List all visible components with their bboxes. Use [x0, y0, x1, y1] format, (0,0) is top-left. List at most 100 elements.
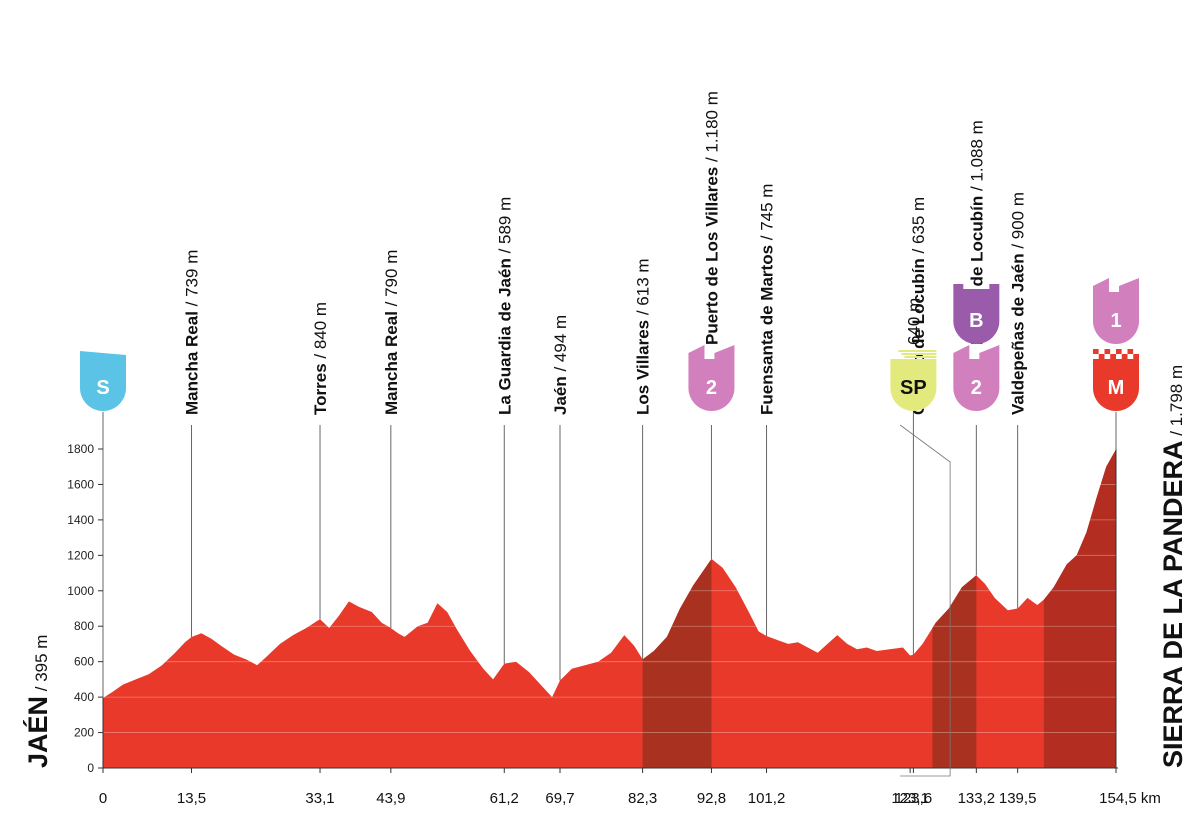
- x-tick-label: 139,5: [999, 790, 1037, 807]
- profile-area: [103, 449, 1116, 768]
- icon-label: B: [969, 310, 983, 332]
- start-icon: S: [80, 351, 126, 411]
- checker-icon: [1098, 349, 1105, 354]
- stripe-icon: [904, 356, 937, 358]
- waypoint-altitude: / 1.180 m: [702, 91, 721, 167]
- checker-icon: [1127, 354, 1134, 359]
- waypoint-lines: [102, 412, 1117, 777]
- icon-label: M: [1108, 377, 1125, 399]
- icon-shield: [688, 359, 735, 412]
- y-axis-ticks: 0 200 400 600 800 1000 1200 1400 1600 1800: [67, 442, 103, 775]
- waypoint-label: Mancha Real / 790 m: [382, 250, 401, 415]
- climb-section: [932, 575, 977, 768]
- cat2-icon: 2: [953, 345, 1000, 412]
- checker-icon: [1098, 354, 1105, 359]
- waypoint-altitude: / 589 m: [495, 197, 514, 258]
- waypoint-label: Los Villares / 613 m: [634, 258, 653, 415]
- checker-icon: [1121, 349, 1128, 354]
- waypoint-name: Mancha Real: [183, 311, 202, 415]
- sprint-icon: SP: [890, 350, 937, 412]
- checker-icon: [1093, 354, 1099, 359]
- finish-town-altitude: / 1.798 m: [1167, 365, 1186, 441]
- waypoint-name: Valdepeñas de Jaén: [1009, 253, 1028, 415]
- castle-icon: [953, 284, 1000, 292]
- y-tick-label: 800: [74, 619, 94, 633]
- icon-shield: [1093, 292, 1139, 344]
- icon-label: 2: [971, 377, 982, 399]
- waypoint-label: Torres / 840 m: [311, 302, 330, 415]
- checker-icon: [1093, 349, 1099, 354]
- waypoint-name: Puerto de Los Villares: [702, 167, 721, 345]
- climb-section: [642, 558, 712, 768]
- x-tick-label: 123,1: [891, 790, 929, 807]
- x-tick-label: 133,2: [958, 790, 996, 807]
- waypoint-altitude: / 1.088 m: [967, 120, 986, 196]
- checker-icon: [1116, 354, 1122, 359]
- stripe-icon: [901, 353, 937, 355]
- checker-icon: [1116, 349, 1122, 354]
- x-tick-label: 92,8: [697, 790, 726, 807]
- mountain-icon: [688, 345, 705, 359]
- icon-label: S: [96, 377, 109, 399]
- mountain-icon: [714, 345, 735, 359]
- y-tick-label: 400: [74, 690, 94, 704]
- waypoint-name: Jaén: [551, 376, 570, 415]
- x-tick-label: 154,5 km: [1099, 790, 1161, 807]
- icon-shield: [80, 359, 126, 411]
- waypoint-name: Los Villares: [634, 320, 653, 415]
- waypoint-label: Mancha Real / 739 m: [183, 250, 202, 415]
- stripe-icon: [898, 350, 937, 352]
- waypoint-altitude: 640 m: [904, 298, 923, 345]
- x-tick-label: 69,7: [545, 790, 574, 807]
- checker-icon: [1104, 354, 1111, 359]
- waypoint-name: Torres: [311, 363, 330, 415]
- y-tick-label: 600: [74, 655, 94, 669]
- waypoint-altitude: / 635 m: [909, 197, 928, 258]
- icon-shield: [1093, 359, 1139, 411]
- checker-icon: [1127, 349, 1134, 354]
- y-tick-label: 1000: [67, 584, 94, 598]
- climb-section: [1043, 449, 1116, 768]
- elevation-profile: [99, 430, 1118, 769]
- mountain-icon: [979, 345, 1000, 359]
- checker-icon: [1110, 354, 1116, 359]
- icon-shield: [953, 292, 1000, 344]
- flag-icon: [80, 351, 126, 361]
- start-town-altitude: / 395 m: [32, 635, 51, 696]
- y-tick-label: 0: [87, 761, 94, 775]
- x-axis-ticks: 0 13,5 33,1 43,9 61,2 69,7 82,3 92,8 101,2 123,11…: [99, 768, 1161, 807]
- checker-icon: [1133, 354, 1139, 359]
- waypoint-altitude: / 840 m: [311, 302, 330, 363]
- x-tick-label: 0: [99, 790, 107, 807]
- x-tick-label: 43,9: [376, 790, 405, 807]
- x-tick-label: 123,6: [895, 790, 933, 807]
- waypoint-name: Mancha Real: [382, 311, 401, 415]
- waypoint-label: Puerto de Los Villares / 1.180 m: [702, 91, 721, 345]
- icon-label: 2: [706, 377, 717, 399]
- checker-icon: [1104, 349, 1111, 354]
- x-tick-label: 13,5: [177, 790, 206, 807]
- x-tick-label: 101,2: [748, 790, 786, 807]
- icon-shield: [953, 359, 1000, 412]
- waypoint-connector: [899, 424, 951, 777]
- checker-icon: [1110, 349, 1116, 354]
- icon-label: 1: [1110, 310, 1121, 332]
- y-tick-label: 200: [74, 726, 94, 740]
- icon-label: SP: [900, 377, 927, 399]
- waypoint-altitude: / 900 m: [1009, 192, 1028, 253]
- category-icons: S 2 SP 2 B M 1: [80, 278, 1139, 412]
- mountain-icon: [1093, 278, 1109, 292]
- finish-town-name: SIERRA DE LA PANDERA: [1158, 440, 1188, 768]
- icon-shield: [890, 359, 937, 412]
- waypoint-altitude: / 739 m: [183, 250, 202, 311]
- y-tick-label: 1400: [67, 513, 94, 527]
- waypoint-label: Jaén / 494 m: [551, 315, 570, 415]
- catB-icon: B: [953, 284, 1000, 344]
- finish-town-label: SIERRA DE LA PANDERA / 1.798 m: [1158, 365, 1188, 768]
- waypoint-altitude: / 613 m: [634, 258, 653, 319]
- waypoint-label: Valdepeñas de Jaén / 900 m: [1009, 192, 1028, 415]
- waypoint-name: Fuensanta de Martos: [758, 245, 777, 415]
- mountain-icon: [1119, 278, 1139, 292]
- y-tick-label: 1800: [67, 442, 94, 456]
